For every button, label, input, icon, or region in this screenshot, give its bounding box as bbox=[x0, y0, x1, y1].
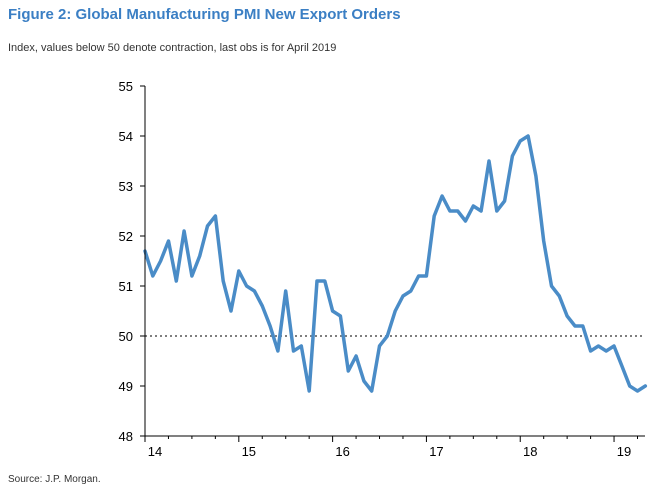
chart-title: Figure 2: Global Manufacturing PMI New E… bbox=[8, 6, 401, 23]
axes bbox=[140, 85, 645, 442]
x-tick-label: 15 bbox=[242, 444, 256, 459]
x-tick-label: 16 bbox=[335, 444, 349, 459]
y-tick-label: 54 bbox=[119, 129, 133, 144]
y-tick-label: 51 bbox=[119, 279, 133, 294]
y-tick-label: 53 bbox=[119, 179, 133, 194]
x-axis-labels: 14 15 16 17 18 19 bbox=[148, 444, 632, 459]
x-tick-label: 14 bbox=[148, 444, 162, 459]
y-tick-label: 48 bbox=[119, 429, 133, 444]
x-tick-label: 19 bbox=[617, 444, 631, 459]
x-tick-label: 18 bbox=[523, 444, 537, 459]
series-group bbox=[143, 134, 648, 393]
chart-subtitle: Index, values below 50 denote contractio… bbox=[8, 42, 337, 54]
y-tick-label: 55 bbox=[119, 79, 133, 94]
y-axis-labels: 48 49 50 51 52 53 54 55 bbox=[119, 79, 133, 444]
x-tick-label: 17 bbox=[429, 444, 443, 459]
y-tick-label: 49 bbox=[119, 379, 133, 394]
y-tick-label: 52 bbox=[119, 229, 133, 244]
source-note: Source: J.P. Morgan. bbox=[8, 474, 101, 485]
series-line bbox=[143, 134, 648, 393]
y-tick-label: 50 bbox=[119, 329, 133, 344]
